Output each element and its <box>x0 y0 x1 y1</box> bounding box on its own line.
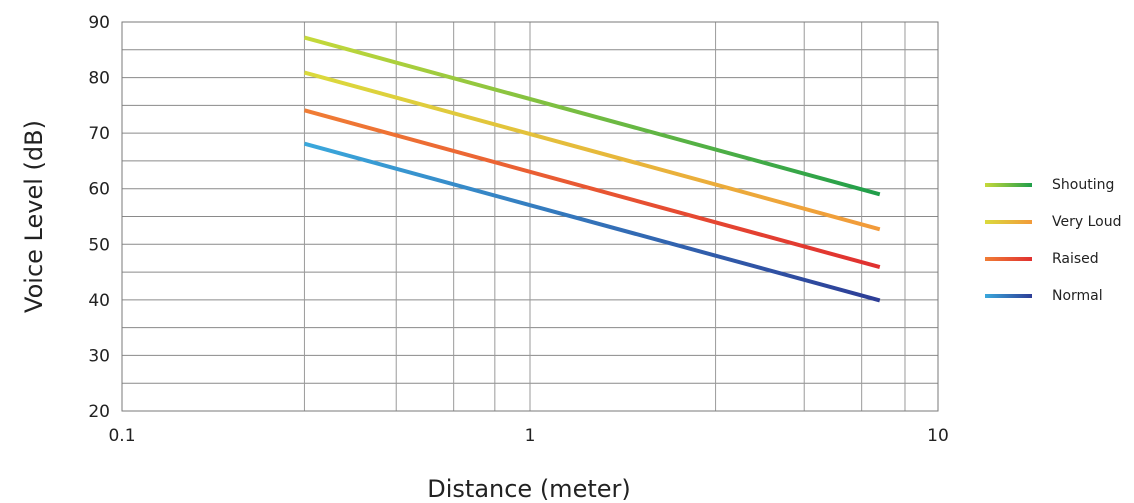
x-tick-labels: 0.1 1 10 <box>108 426 948 446</box>
plot-frame <box>121 21 939 412</box>
series-line-raised <box>303 108 881 269</box>
y-tick-labels: 20 30 40 50 60 70 80 90 <box>88 13 110 422</box>
x-tick-label: 10 <box>927 426 949 446</box>
legend: Shouting Very Loud Raised Normal <box>985 177 1121 304</box>
y-tick-label: 90 <box>88 13 110 33</box>
y-tick-label: 20 <box>88 402 110 422</box>
x-tick-label: 0.1 <box>108 426 135 446</box>
legend-label-shouting: Shouting <box>1052 177 1114 193</box>
y-tick-label: 50 <box>88 235 110 255</box>
legend-swatch-shouting <box>985 183 1032 187</box>
series-line-normal <box>303 141 881 303</box>
legend-label-very-loud: Very Loud <box>1052 214 1121 230</box>
y-tick-label: 70 <box>88 124 110 144</box>
legend-swatch-normal <box>985 294 1032 298</box>
legend-swatch-raised <box>985 257 1032 261</box>
y-tick-label: 30 <box>88 346 110 366</box>
grid <box>121 21 939 412</box>
legend-label-normal: Normal <box>1052 288 1103 304</box>
x-axis-title: Distance (meter) <box>427 475 630 503</box>
series-line-very-loud <box>303 70 881 232</box>
y-axis-title: Voice Level (dB) <box>20 120 48 313</box>
series-layer <box>303 35 881 303</box>
series-line-shouting <box>303 35 881 197</box>
legend-swatch-very-loud <box>985 220 1032 224</box>
x-tick-label: 1 <box>525 426 536 446</box>
y-tick-label: 60 <box>88 180 110 200</box>
legend-label-raised: Raised <box>1052 251 1099 267</box>
y-tick-label: 40 <box>88 291 110 311</box>
y-tick-label: 80 <box>88 69 110 89</box>
